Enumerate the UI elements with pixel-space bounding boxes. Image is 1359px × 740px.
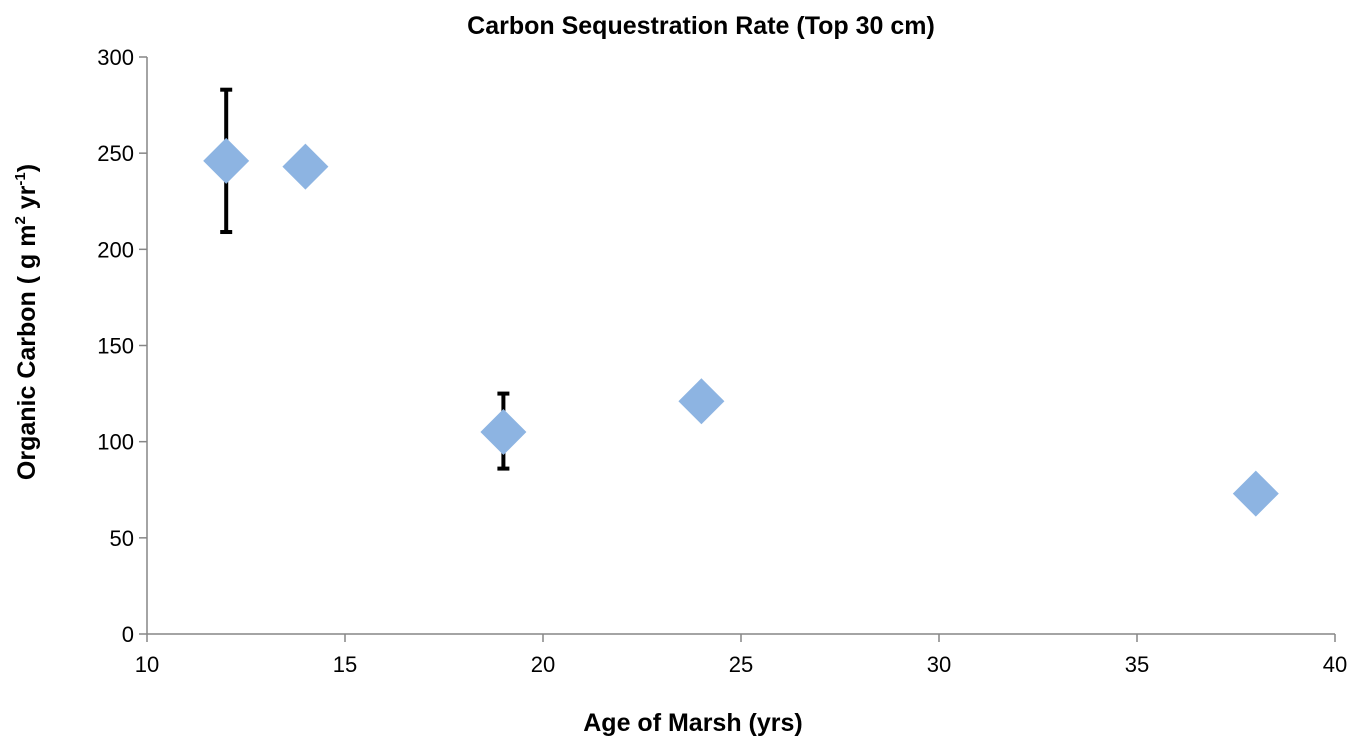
x-tick-label: 40 [1323,652,1347,677]
data-point-marker [1232,470,1279,517]
y-tick-label: 300 [97,45,134,70]
x-tick-label: 25 [729,652,753,677]
error-bars [220,87,708,471]
y-axis-label-end: ) [13,164,41,172]
x-tick-label: 20 [531,652,555,677]
y-axis-label-sup1: 2 [12,216,29,224]
y-tick-label: 200 [97,237,134,262]
y-tick-label: 0 [122,622,134,647]
y-axis-label-sup2: -1 [12,172,29,185]
axes [146,57,1335,635]
y-axis-label: Organic Carbon ( g m2 yr-1) [12,164,41,480]
data-point-marker [203,137,250,184]
x-tick-label: 15 [333,652,357,677]
y-axis-label-mid: yr [13,185,41,216]
data-point-marker [678,378,725,425]
y-tick-label: 50 [110,526,134,551]
data-point-marker [282,143,329,190]
chart-title: Carbon Sequestration Rate (Top 30 cm) [467,12,935,40]
y-axis-ticks: 0 50 100 150 200 250 300 [97,45,147,647]
x-tick-label: 35 [1125,652,1149,677]
x-axis-label: Age of Marsh (yrs) [583,709,802,737]
y-tick-label: 250 [97,141,134,166]
y-tick-label: 150 [97,334,134,359]
data-point-marker [480,409,527,456]
y-axis-label-main: Organic Carbon ( g m [13,225,41,481]
y-tick-label: 100 [97,430,134,455]
x-tick-label: 10 [135,652,159,677]
data-points [203,137,1279,517]
x-tick-label: 30 [927,652,951,677]
x-axis-ticks: 10 15 20 25 30 35 40 [135,634,1347,677]
